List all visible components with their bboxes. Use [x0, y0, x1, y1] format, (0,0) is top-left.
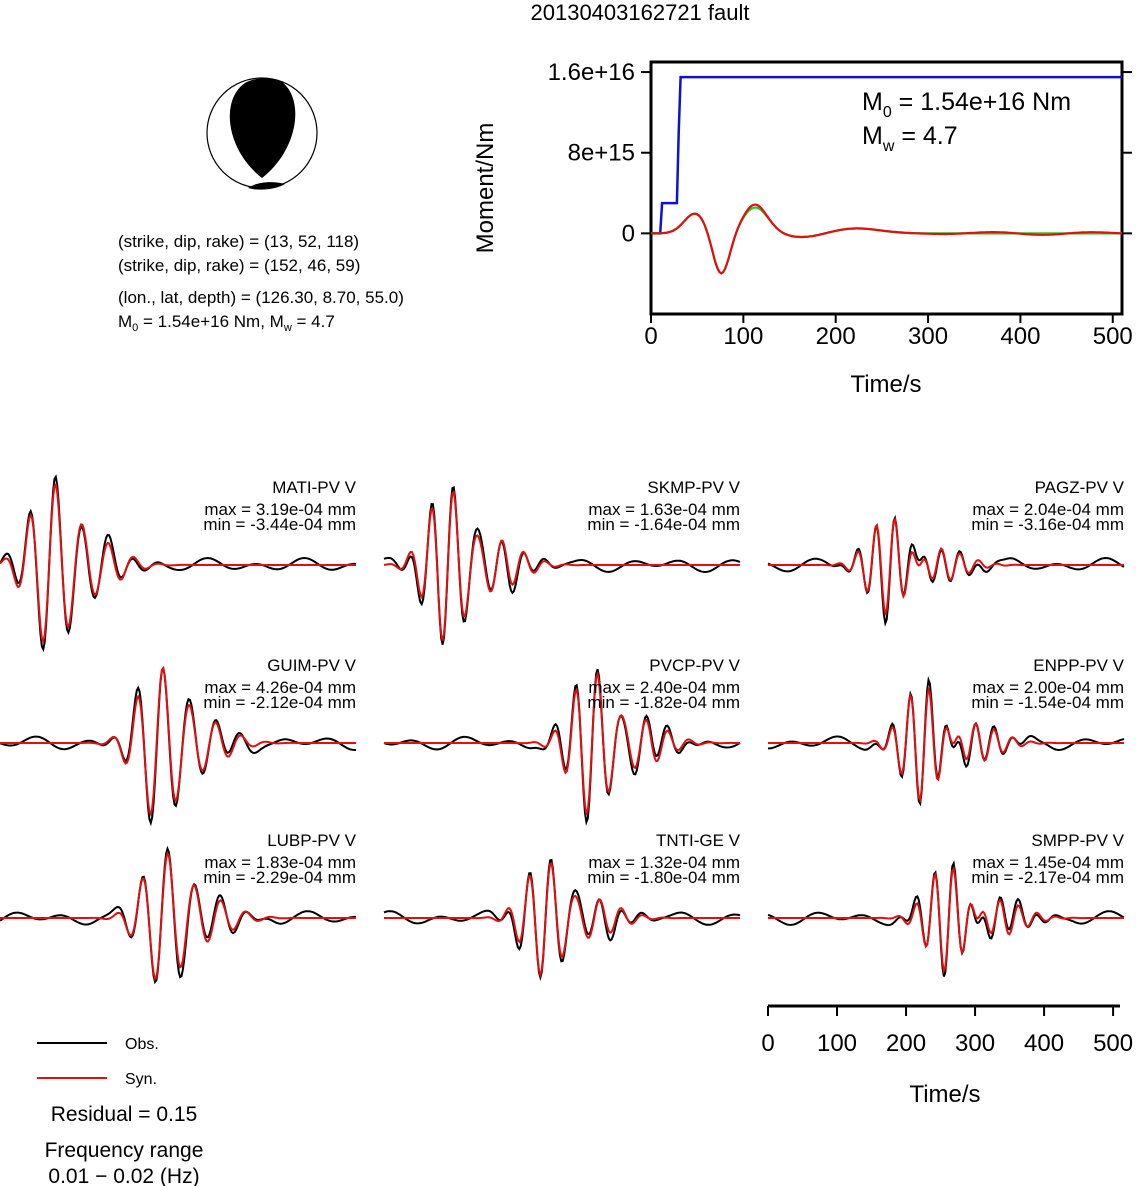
station-name: PAGZ-PV V	[1035, 478, 1125, 497]
station-syn-trace	[0, 851, 356, 981]
station-min: min = -2.17e-04 mm	[971, 868, 1124, 887]
station-obs-trace	[0, 845, 357, 985]
station-syn-trace	[768, 865, 1124, 975]
waveform-xlabel: Time/s	[909, 1081, 980, 1108]
station-obs-trace	[383, 858, 741, 981]
station-name: SKMP-PV V	[647, 478, 740, 497]
station-max: max = 1.63e-04 mm	[588, 500, 740, 519]
focal-mechanism-beachball	[206, 77, 318, 190]
station-min: min = -2.29e-04 mm	[203, 868, 356, 887]
station-name: TNTI-GE V	[656, 831, 741, 850]
frequency-value: 0.01 − 0.02 (Hz)	[48, 1165, 199, 1186]
residual-text: Residual = 0.15	[51, 1103, 198, 1126]
moment-ytick-label: 0	[622, 220, 635, 247]
station-max: max = 1.45e-04 mm	[972, 853, 1124, 872]
station-max: max = 2.04e-04 mm	[972, 500, 1124, 519]
moment-rate-obs-line	[650, 206, 1122, 275]
waveform-xtick-label: 0	[761, 1030, 774, 1057]
station-max: max = 2.40e-04 mm	[588, 678, 740, 697]
legend-obs-label: Obs.	[125, 1036, 159, 1053]
station-name: SMPP-PV V	[1031, 831, 1124, 850]
station-max: max = 4.26e-04 mm	[204, 678, 356, 697]
figure-title: 20130403162721 fault	[531, 0, 750, 25]
station-syn-trace	[768, 685, 1124, 804]
moment-chart: 1.6e+16 8e+15 0 0 100 200 300 400 500 Moment/Nm…	[472, 59, 1133, 398]
moment-m0-annotation: M0 = 1.54e+16 Nm	[862, 88, 1071, 121]
station-min: min = -1.82e-04 mm	[587, 693, 740, 712]
station-name: PVCP-PV V	[649, 656, 740, 675]
waveform-xtick-label: 500	[1093, 1030, 1133, 1057]
moment-chart-frame	[649, 60, 1124, 316]
station-syn-trace	[0, 482, 356, 645]
station-syn-trace	[383, 490, 740, 641]
frequency-title: Frequency range	[45, 1139, 204, 1162]
station-max: max = 3.19e-04 mm	[204, 500, 356, 519]
mechanism-plane-2: (strike, dip, rake) = (152, 46, 59)	[118, 256, 360, 275]
station-min: min = -2.12e-04 mm	[203, 693, 356, 712]
waveform-xtick-label: 200	[886, 1030, 926, 1057]
station-name: ENPP-PV V	[1033, 656, 1124, 675]
moment-xtick-label: 500	[1093, 323, 1133, 350]
mechanism-plane-1: (strike, dip, rake) = (13, 52, 118)	[118, 232, 359, 251]
waveform-xtick-label: 100	[817, 1030, 857, 1057]
station-min: min = -3.44e-04 mm	[203, 515, 356, 534]
station-syn-trace	[768, 517, 1124, 617]
station-obs-trace	[767, 676, 1125, 807]
moment-xtick-label: 200	[816, 323, 856, 350]
legend: Obs. Syn.	[37, 1036, 159, 1088]
moment-mw-annotation: Mw = 4.7	[862, 122, 958, 155]
moment-xtick-label: 100	[723, 323, 763, 350]
station-max: max = 1.32e-04 mm	[588, 853, 740, 872]
moment-xlabel: Time/s	[850, 371, 921, 398]
station-name: MATI-PV V	[272, 478, 356, 497]
station-max: max = 1.83e-04 mm	[204, 853, 356, 872]
waveform-xtick-label: 300	[955, 1030, 995, 1057]
station-syn-trace	[384, 861, 740, 979]
station-min: min = -1.64e-04 mm	[587, 515, 740, 534]
moment-xtick-label: 400	[1000, 323, 1040, 350]
moment-ytick-label: 1.6e+16	[548, 59, 635, 86]
waveform-xtick-label: 400	[1024, 1030, 1064, 1057]
station-syn-trace	[384, 670, 740, 818]
station-max: max = 2.00e-04 mm	[972, 678, 1124, 697]
waveform-time-axis: 0 100 200 300 400 500 Time/s	[761, 1004, 1133, 1108]
station-name: LUBP-PV V	[267, 831, 356, 850]
legend-syn-label: Syn.	[125, 1071, 157, 1088]
station-min: min = -3.16e-04 mm	[971, 515, 1124, 534]
moment-ylabel: Moment/Nm	[472, 123, 499, 254]
station-min: min = -1.80e-04 mm	[587, 868, 740, 887]
moment-ytick-label: 8e+15	[568, 140, 635, 167]
moment-xtick-label: 300	[908, 323, 948, 350]
mechanism-location: (lon., lat, depth) = (126.30, 8.70, 55.0…	[118, 288, 404, 307]
moment-rate-syn-line	[650, 203, 1123, 275]
moment-xtick-label: 0	[644, 323, 657, 350]
station-min: min = -1.54e-04 mm	[971, 693, 1124, 712]
station-syn-trace	[0, 665, 356, 818]
station-name: GUIM-PV V	[267, 656, 356, 675]
mechanism-magnitude: M0 = 1.54e+16 Nm, Mw = 4.7	[118, 312, 335, 334]
